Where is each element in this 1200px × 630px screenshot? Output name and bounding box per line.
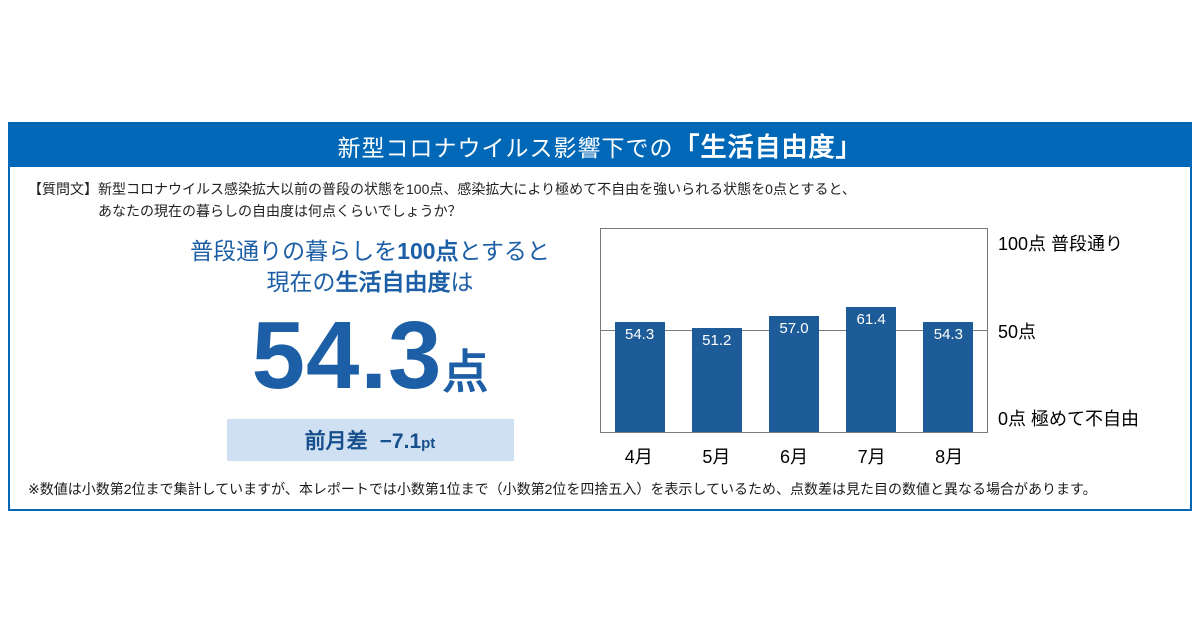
x-axis-label-7月: 7月: [857, 447, 886, 467]
x-axis-label-6月: 6月: [779, 447, 808, 467]
bar-value-label: 61.4: [856, 311, 886, 329]
question-lines: 新型コロナウイルス感染拡大以前の普段の状態を100点、感染拡大により極めて不自由…: [98, 178, 856, 223]
bar-chart: 54.3 51.2 57.0 61.4 54.3 4月 5月 6月 7月 8月 100点 普段通…: [600, 228, 1180, 469]
lead-line-2: 現在の生活自由度は: [100, 267, 640, 298]
x-axis-label-5月: 5月: [702, 447, 731, 467]
plot-area: 54.3 51.2 57.0 61.4 54.3: [600, 228, 988, 433]
question-line-2: あなたの現在の暮らしの自由度は何点くらいでしょうか？: [98, 203, 462, 220]
bar-7月: 61.4: [846, 307, 897, 432]
lead-line-1: 普段通りの暮らしを100点とすると: [100, 236, 640, 267]
lead1-pre: 普段通りの暮らしを: [190, 238, 398, 264]
question-label: 【質問文】: [28, 181, 98, 197]
page-title: 新型コロナウイルス影響下での: [337, 134, 674, 161]
footnote: ※数値は小数第2位まで集計していますが、本レポートでは小数第1位まで（小数第2位…: [28, 481, 1097, 497]
lead1-post: とすると: [458, 238, 550, 264]
score-value: 54.3: [251, 302, 443, 409]
y-axis-label-50: 50点: [998, 321, 1037, 342]
y-axis-label-100: 100点 普段通り: [998, 234, 1124, 254]
score: 54.3点: [100, 308, 640, 404]
main-panel: 新型コロナウイルス影響下での 「生活自由度」 【質問文】 新型コロナウイルス感染拡…: [8, 122, 1192, 511]
x-axis-label-4月: 4月: [624, 447, 653, 467]
lead2-pre: 現在の: [266, 269, 336, 295]
month-over-month-badge: 前月差 −7.1pt: [226, 419, 514, 462]
lead2-emphasis: 生活自由度: [335, 269, 451, 295]
score-unit: 点: [442, 346, 489, 398]
panel-header: 新型コロナウイルス影響下での 「生活自由度」: [10, 124, 1190, 167]
bar-8月: 54.3: [923, 321, 974, 432]
highlight-block: 普段通りの暮らしを100点とすると 現在の生活自由度は 54.3点 前月差 −7.…: [100, 236, 640, 462]
page-title-emphasis: 「生活自由度」: [673, 132, 863, 162]
y-axis-label-0: 0点 極めて不自由: [998, 409, 1140, 429]
bar-4月: 54.3: [614, 321, 665, 432]
bar-value-label: 57.0: [779, 320, 809, 338]
lead2-post: は: [450, 269, 474, 295]
badge-label: 前月差: [304, 430, 368, 454]
bar-value-label: 51.2: [702, 332, 732, 350]
bar-5月: 51.2: [691, 328, 742, 432]
bar-6月: 57.0: [768, 316, 819, 432]
question-text: 【質問文】 新型コロナウイルス感染拡大以前の普段の状態を100点、感染拡大により…: [28, 178, 856, 223]
lead1-emphasis: 100点: [397, 238, 459, 264]
question-line-1: 新型コロナウイルス感染拡大以前の普段の状態を100点、感染拡大により極めて不自由…: [98, 181, 856, 197]
bar-value-label: 54.3: [933, 325, 963, 343]
x-axis-labels: 4月 5月 6月 7月 8月: [600, 443, 988, 469]
bar-value-label: 54.3: [624, 325, 655, 343]
x-axis-label-8月: 8月: [935, 447, 964, 467]
badge-unit: pt: [421, 435, 436, 453]
badge-value: −7.1: [379, 430, 422, 454]
y-axis-labels: 100点 普段通り 50点 0点 極めて不自由: [998, 228, 1178, 433]
